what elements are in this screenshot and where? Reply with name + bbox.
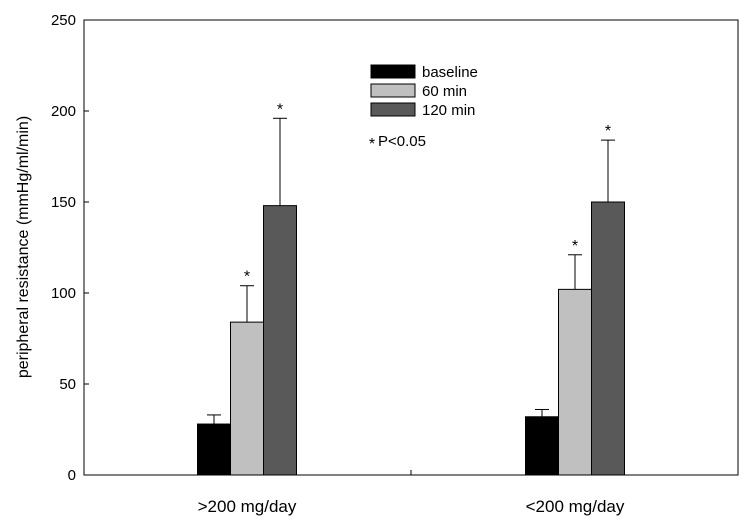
bar — [230, 321, 264, 476]
y-tick-label: 150 — [51, 194, 76, 211]
legend-label: 120 min — [422, 102, 475, 119]
significance-star: * — [572, 238, 578, 255]
significance-note: P<0.05 — [378, 133, 426, 150]
x-axis: >200 mg/day <200 mg/day — [198, 470, 625, 516]
bar — [591, 201, 625, 476]
y-tick-label: 0 — [68, 467, 76, 484]
legend-swatch — [370, 64, 416, 79]
legend-significance-star: * — [369, 136, 375, 153]
bar — [525, 416, 559, 476]
significance-star: * — [244, 269, 250, 286]
y-tick-label: 200 — [51, 103, 76, 120]
bars: * * * * — [197, 101, 625, 476]
bar — [263, 205, 297, 476]
y-tick-label: 50 — [59, 376, 76, 393]
x-category-label: >200 mg/day — [198, 497, 297, 516]
bar — [197, 423, 231, 476]
y-axis: 0 50 100 150 200 250 — [51, 12, 89, 484]
legend-label: baseline — [422, 64, 478, 81]
y-tick-label: 100 — [51, 285, 76, 302]
y-axis-title: peripheral resistance (mmHg/ml/min) — [15, 116, 32, 378]
x-category-label: <200 mg/day — [526, 497, 625, 516]
legend-swatch — [370, 83, 416, 98]
bar — [558, 288, 592, 476]
legend-swatch — [370, 102, 416, 117]
legend-label: 60 min — [422, 83, 467, 100]
legend: P<0.05 baseline 60 min 120 min * — [369, 64, 478, 153]
y-tick-label: 250 — [51, 12, 76, 29]
significance-star: * — [277, 101, 283, 118]
significance-star: * — [605, 123, 611, 140]
